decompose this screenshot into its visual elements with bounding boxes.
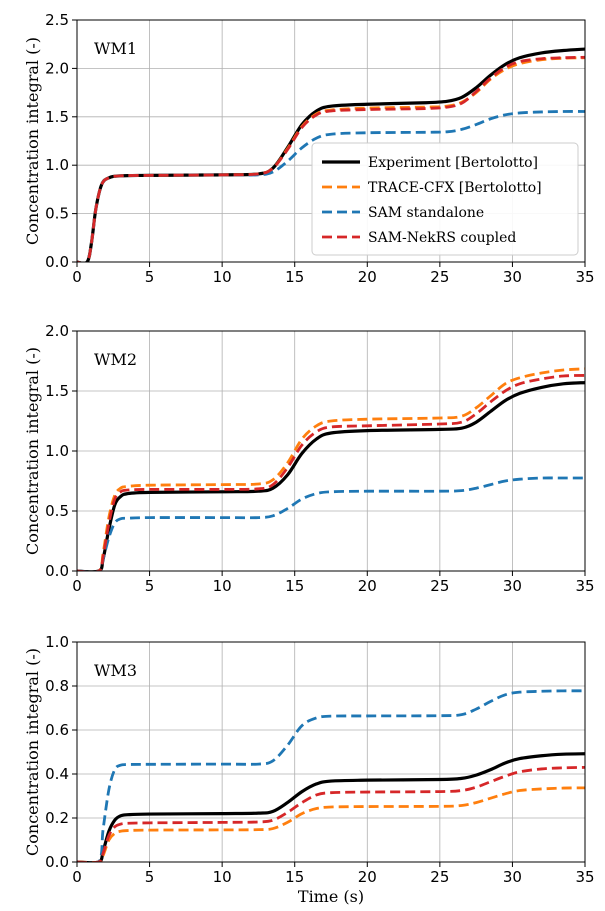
x-tick-label: 15 — [285, 868, 304, 886]
x-tick-label: 15 — [285, 577, 304, 595]
series-line-sam-nekrs-coupled — [77, 55, 585, 262]
plot-frame — [76, 330, 586, 572]
x-tick-label: 35 — [575, 268, 594, 286]
x-tick-label: 30 — [503, 268, 522, 286]
y-tick-label: 0.2 — [45, 809, 69, 827]
plot-frame — [76, 641, 586, 863]
x-tick-label: 30 — [503, 577, 522, 595]
x-tick-label: 25 — [430, 268, 449, 286]
series-line-sam-nekrs-coupled — [77, 374, 585, 571]
x-tick-label: 10 — [213, 577, 232, 595]
panel-tag: WM1 — [94, 39, 137, 58]
legend-label: SAM standalone — [368, 205, 484, 221]
y-tick-label: 1.5 — [45, 382, 69, 400]
y-tick-label: 0.0 — [45, 253, 69, 271]
y-axis-label: Concentration integral (-) — [23, 347, 42, 555]
x-tick-label: 0 — [72, 268, 82, 286]
panel-tag: WM3 — [94, 661, 137, 680]
panel-tag: WM2 — [94, 350, 137, 369]
y-tick-label: 1.5 — [45, 108, 69, 126]
y-axis-label: Concentration integral (-) — [23, 37, 42, 245]
x-tick-label: 5 — [145, 868, 155, 886]
chart-panels: 0 5 10 15 20 25 30 35 0.0 0.5 1.0 1.5 2.0 2.5 WM1 Conce… — [23, 11, 595, 906]
y-tick-label: 1.0 — [45, 442, 69, 460]
panel-wm3: 0 5 10 15 20 25 30 35 0.0 0.2 0.4 0.6 0.8 1.0 WM3 Conce… — [23, 633, 595, 906]
series-group — [77, 367, 585, 571]
legend-box — [311, 142, 579, 256]
x-tick-label: 10 — [213, 868, 232, 886]
series-line-sam-nekrs-coupled — [77, 766, 585, 862]
legend-label: TRACE-CFX [Bertolotto] — [368, 180, 542, 196]
x-tick-label: 25 — [430, 577, 449, 595]
x-tick-label: 0 — [72, 868, 82, 886]
series-line-sam-standalone — [77, 476, 585, 571]
y-tick-label: 2.5 — [45, 11, 69, 29]
y-tick-label: 0.5 — [45, 205, 69, 223]
x-tick-label: 20 — [358, 268, 377, 286]
series-line-experiment-bertolotto — [77, 381, 585, 571]
x-tick-label: 0 — [72, 577, 82, 595]
series-group — [77, 689, 585, 862]
y-tick-label: 1.0 — [45, 156, 69, 174]
x-tick-label: 20 — [358, 577, 377, 595]
x-axis-label: Time (s) — [298, 887, 364, 906]
panel-wm2: 0 5 10 15 20 25 30 35 0.0 0.5 1.0 1.5 2.0 WM2 Concentr… — [23, 322, 595, 595]
x-tick-label: 35 — [575, 577, 594, 595]
plot-frame — [76, 19, 586, 263]
x-tick-label: 35 — [575, 868, 594, 886]
y-tick-label: 0.8 — [45, 677, 69, 695]
series-line-trace-cfx-bertolotto — [77, 786, 585, 862]
y-tick-label: 0.0 — [45, 853, 69, 871]
series-line-sam-standalone — [77, 689, 585, 862]
y-tick-label: 2.0 — [45, 322, 69, 340]
series-line-trace-cfx-bertolotto — [77, 367, 585, 571]
series-line-experiment-bertolotto — [77, 752, 585, 862]
x-tick-label: 5 — [145, 268, 155, 286]
legend: Experiment [Bertolotto] TRACE-CFX [Bertol… — [311, 142, 579, 256]
y-axis-label: Concentration integral (-) — [23, 648, 42, 856]
y-tick-label: 2.0 — [45, 59, 69, 77]
x-tick-label: 25 — [430, 868, 449, 886]
y-tick-label: 0.6 — [45, 721, 69, 739]
series-group — [77, 47, 585, 262]
y-tick-label: 0.0 — [45, 562, 69, 580]
panel-wm1: 0 5 10 15 20 25 30 35 0.0 0.5 1.0 1.5 2.0 2.5 WM1 Conce… — [23, 11, 595, 286]
y-tick-label: 1.0 — [45, 633, 69, 651]
x-tick-label: 20 — [358, 868, 377, 886]
legend-label: SAM-NekRS coupled — [368, 230, 516, 246]
x-tick-label: 5 — [145, 577, 155, 595]
legend-label: Experiment [Bertolotto] — [368, 155, 538, 171]
x-tick-label: 15 — [285, 268, 304, 286]
y-tick-label: 0.4 — [45, 765, 69, 783]
x-tick-label: 10 — [213, 268, 232, 286]
x-tick-label: 30 — [503, 868, 522, 886]
y-tick-label: 0.5 — [45, 502, 69, 520]
